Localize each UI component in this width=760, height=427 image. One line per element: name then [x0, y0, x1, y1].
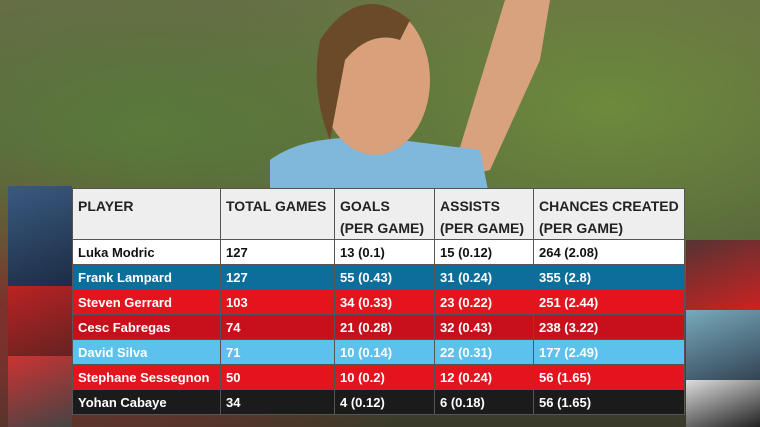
cell-goals: 21 (0.28) — [334, 314, 435, 340]
right-photo-cabaye — [686, 380, 760, 427]
cell-chances-created: 264 (2.08) — [533, 239, 685, 265]
header-text: ASSISTS — [440, 198, 500, 214]
cell-assists: 15 (0.12) — [434, 239, 534, 265]
header-text: GOALS — [340, 198, 390, 214]
header-text: PLAYER — [78, 198, 134, 214]
table-row: Steven Gerrard 103 34 (0.33) 23 (0.22) 251 (… — [72, 289, 685, 315]
cell-total-games: 74 — [220, 314, 335, 340]
header-text: CHANCES CREATED — [539, 198, 679, 214]
left-photo-lampard — [8, 186, 72, 286]
stats-table: PLAYER TOTAL GAMES GOALS (PER GAME) ASSISTS (… — [72, 188, 685, 415]
header-text: (PER GAME) — [440, 220, 524, 236]
header-assists: ASSISTS (PER GAME) — [434, 188, 534, 240]
cell-total-games: 71 — [220, 339, 335, 365]
cell-chances-created: 177 (2.49) — [533, 339, 685, 365]
cell-player: David Silva — [72, 339, 221, 365]
cell-goals: 10 (0.2) — [334, 364, 435, 390]
left-photo-fabregas — [8, 286, 72, 356]
cell-player: Cesc Fabregas — [72, 314, 221, 340]
cell-player: Frank Lampard — [72, 264, 221, 290]
header-text: (PER GAME) — [539, 220, 623, 236]
player-photo — [270, 0, 550, 200]
right-photo-silva — [686, 310, 760, 380]
cell-player: Stephane Sessegnon — [72, 364, 221, 390]
header-row: PLAYER TOTAL GAMES GOALS (PER GAME) ASSISTS (… — [72, 188, 685, 240]
header-total-games: TOTAL GAMES — [220, 188, 335, 240]
cell-player: Yohan Cabaye — [72, 389, 221, 415]
table-row: Frank Lampard 127 55 (0.43) 31 (0.24) 355 (2… — [72, 264, 685, 290]
left-photo-sessegnon — [8, 356, 72, 427]
cell-goals: 55 (0.43) — [334, 264, 435, 290]
table-row: David Silva 71 10 (0.14) 22 (0.31) 177 (2.49… — [72, 339, 685, 365]
right-photo-gerrard — [686, 240, 760, 310]
table-row: Cesc Fabregas 74 21 (0.28) 32 (0.43) 238 (3.… — [72, 314, 685, 340]
cell-assists: 22 (0.31) — [434, 339, 534, 365]
header-text: TOTAL GAMES — [226, 198, 327, 214]
cell-goals: 10 (0.14) — [334, 339, 435, 365]
cell-total-games: 34 — [220, 389, 335, 415]
cell-goals: 4 (0.12) — [334, 389, 435, 415]
cell-chances-created: 56 (1.65) — [533, 389, 685, 415]
cell-assists: 31 (0.24) — [434, 264, 534, 290]
header-goals: GOALS (PER GAME) — [334, 188, 435, 240]
cell-chances-created: 56 (1.65) — [533, 364, 685, 390]
cell-goals: 13 (0.1) — [334, 239, 435, 265]
cell-total-games: 127 — [220, 239, 335, 265]
cell-assists: 12 (0.24) — [434, 364, 534, 390]
header-text: (PER GAME) — [340, 220, 424, 236]
cell-total-games: 127 — [220, 264, 335, 290]
header-chances-created: CHANCES CREATED (PER GAME) — [533, 188, 685, 240]
cell-goals: 34 (0.33) — [334, 289, 435, 315]
cell-player: Steven Gerrard — [72, 289, 221, 315]
table-row: Yohan Cabaye 34 4 (0.12) 6 (0.18) 56 (1.65) — [72, 389, 685, 415]
header-player: PLAYER — [72, 188, 221, 240]
cell-total-games: 103 — [220, 289, 335, 315]
cell-assists: 6 (0.18) — [434, 389, 534, 415]
table-row: Luka Modric 127 13 (0.1) 15 (0.12) 264 (2.08… — [72, 239, 685, 265]
cell-assists: 32 (0.43) — [434, 314, 534, 340]
cell-chances-created: 251 (2.44) — [533, 289, 685, 315]
cell-chances-created: 238 (3.22) — [533, 314, 685, 340]
table-row: Stephane Sessegnon 50 10 (0.2) 12 (0.24) 56 … — [72, 364, 685, 390]
cell-player: Luka Modric — [72, 239, 221, 265]
cell-total-games: 50 — [220, 364, 335, 390]
cell-assists: 23 (0.22) — [434, 289, 534, 315]
cell-chances-created: 355 (2.8) — [533, 264, 685, 290]
